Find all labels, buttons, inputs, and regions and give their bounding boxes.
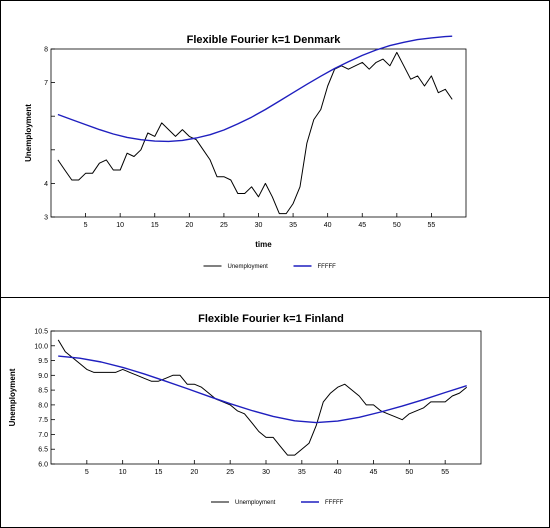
y-tick-label: 6.0 [38,462,48,469]
chart-panel-finland: Flexible Fourier k=1 Finland 6.0 6.5 7.0 7.5… [0,297,550,528]
x-tick-label: 40 [324,222,332,229]
y-tick-label: 9.0 [38,373,48,380]
y-axis-label: Unemployment [8,368,17,426]
chart-finland: Flexible Fourier k=1 Finland 6.0 6.5 7.0 7.5… [8,313,482,506]
chart-panel-denmark: Flexible Fourier k=1 Denmark 3 4 7 8 5 10 15 20 2… [0,0,550,298]
x-tick-label: 45 [358,222,366,229]
x-tick-label: 35 [298,469,306,476]
y-tick-label: 7.0 [38,432,48,439]
plot-frame [50,330,482,465]
legend-label: Unemployment [228,264,269,270]
y-axis-label: Unemployment [24,104,33,162]
x-tick-label: 5 [85,469,89,476]
y-tick-label: 9.5 [38,358,48,365]
series-line-fffff [58,355,467,424]
chart-title: Flexible Fourier k=1 Denmark [187,34,342,46]
chart-denmark: Flexible Fourier k=1 Denmark 3 4 7 8 5 10 15 20 2… [24,34,467,270]
y-tick-label: 6.5 [38,447,48,454]
y-tick-label: 7 [44,80,48,87]
x-tick-label: 35 [289,222,297,229]
y-tick-label: 7.5 [38,417,48,424]
x-tick-label: 30 [262,469,270,476]
legend-label: Unemployment [235,500,276,506]
x-tick-label: 10 [119,469,127,476]
x-tick-label: 25 [226,469,234,476]
legend-label: FFFFF [318,264,337,270]
y-tick-label: 3 [44,215,48,222]
x-tick-label: 55 [428,222,436,229]
x-tick-label: 50 [393,222,401,229]
plot-frame [50,48,467,218]
x-tick-label: 5 [84,222,88,229]
x-tick-label: 20 [185,222,193,229]
x-tick-label: 45 [370,469,378,476]
y-tick-label: 8.5 [38,388,48,395]
x-tick-label: 30 [255,222,263,229]
x-tick-label: 10 [116,222,124,229]
y-tick-label: 10.0 [34,343,48,350]
series-line-unemployment [57,339,468,456]
x-tick-label: 40 [334,469,342,476]
x-tick-label: 25 [220,222,228,229]
x-tick-label: 50 [405,469,413,476]
x-tick-label: 20 [190,469,198,476]
legend-label: FFFFF [325,500,344,506]
x-axis-label: time [255,240,272,249]
x-tick-label: 15 [155,469,163,476]
y-tick-label: 10.5 [34,329,48,336]
y-tick-label: 8.0 [38,402,48,409]
y-tick-label: 4 [44,181,48,188]
series-line-fffff [57,35,453,143]
y-tick-label: 8 [44,47,48,54]
series-line-unemployment [57,51,453,215]
x-tick-label: 15 [151,222,159,229]
chart-title: Flexible Fourier k=1 Finland [198,313,344,325]
x-tick-label: 55 [441,469,449,476]
